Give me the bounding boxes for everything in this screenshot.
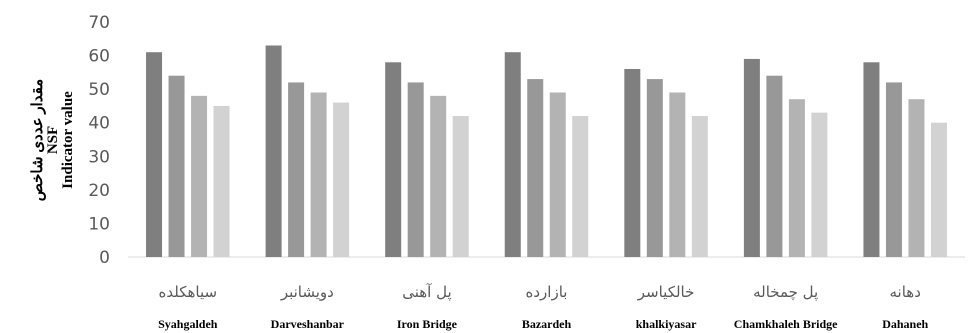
bar-0-1 xyxy=(168,75,185,257)
y-axis-label: مقدار عددی شاخص NSF Indicator value xyxy=(30,79,76,201)
x-label-en-2: Iron Bridge xyxy=(397,317,458,331)
bar-2-1 xyxy=(407,82,424,257)
y-axis-label-line-0: مقدار عددی شاخص xyxy=(30,79,46,201)
bar-4-3 xyxy=(691,116,708,257)
bar-0-2 xyxy=(191,95,208,257)
y-axis-label-line-2: Indicator value xyxy=(60,91,76,189)
bar-3-3 xyxy=(572,116,589,257)
y-tick-label-7: 70 xyxy=(88,13,110,33)
x-label-en-1: Darveshanbar xyxy=(271,317,345,331)
x-label-fa-0: سیاهکلده xyxy=(159,283,218,301)
x-label-en-0: Syahgaldeh xyxy=(158,317,218,331)
bar-3-2 xyxy=(549,92,566,257)
bar-2-3 xyxy=(452,116,469,257)
y-axis-ticks: 0 10 20 30 40 50 60 70 xyxy=(88,13,110,268)
y-axis-label-line-1: NSF xyxy=(45,126,61,154)
bar-6-0 xyxy=(863,62,880,258)
bar-4-2 xyxy=(669,92,686,257)
x-label-en-4: khalkiyasar xyxy=(636,317,697,331)
bar-1-3 xyxy=(333,102,350,257)
bar-4-1 xyxy=(646,79,663,257)
y-tick-label-6: 60 xyxy=(88,47,110,67)
bar-3-1 xyxy=(527,79,544,257)
bar-1-1 xyxy=(288,82,305,257)
x-axis-labels: سیاهکلده Syahgaldeh دویشانبر Darveshanbar پل… xyxy=(158,283,928,331)
x-label-fa-2: پل آهنی xyxy=(402,283,451,302)
bar-2-2 xyxy=(430,95,447,257)
bar-1-0 xyxy=(265,45,282,257)
bar-5-1 xyxy=(766,75,783,257)
y-tick-label-1: 10 xyxy=(88,214,110,234)
bar-5-3 xyxy=(811,112,828,258)
bar-6-3 xyxy=(930,122,947,257)
x-label-fa-5: پل چمخاله xyxy=(753,283,818,302)
y-tick-label-4: 40 xyxy=(88,114,110,134)
bar-4-0 xyxy=(624,69,641,257)
bar-0-3 xyxy=(213,105,230,257)
bar-6-2 xyxy=(908,99,925,257)
x-label-fa-3: بازارده xyxy=(526,283,568,301)
bar-2-0 xyxy=(385,62,402,258)
y-tick-label-3: 30 xyxy=(88,147,110,167)
x-label-fa-6: دهانه xyxy=(890,283,921,301)
y-tick-label-2: 20 xyxy=(88,181,110,201)
bar-1-2 xyxy=(310,92,327,257)
bar-5-0 xyxy=(743,58,760,257)
bar-0-0 xyxy=(146,52,163,257)
x-label-en-5: Chamkhaleh Bridge xyxy=(734,317,838,331)
y-tick-label-0: 0 xyxy=(99,248,110,268)
bar-3-0 xyxy=(504,52,521,257)
bar-5-2 xyxy=(788,99,805,257)
x-label-en-3: Bazardeh xyxy=(522,317,572,331)
x-label-fa-1: دویشانبر xyxy=(280,283,334,301)
x-label-en-6: Dahaneh xyxy=(882,317,928,331)
bar-6-1 xyxy=(885,82,902,257)
y-tick-label-5: 50 xyxy=(88,80,110,100)
x-label-fa-4: خالکیاسر xyxy=(637,283,695,301)
bars xyxy=(146,45,947,258)
